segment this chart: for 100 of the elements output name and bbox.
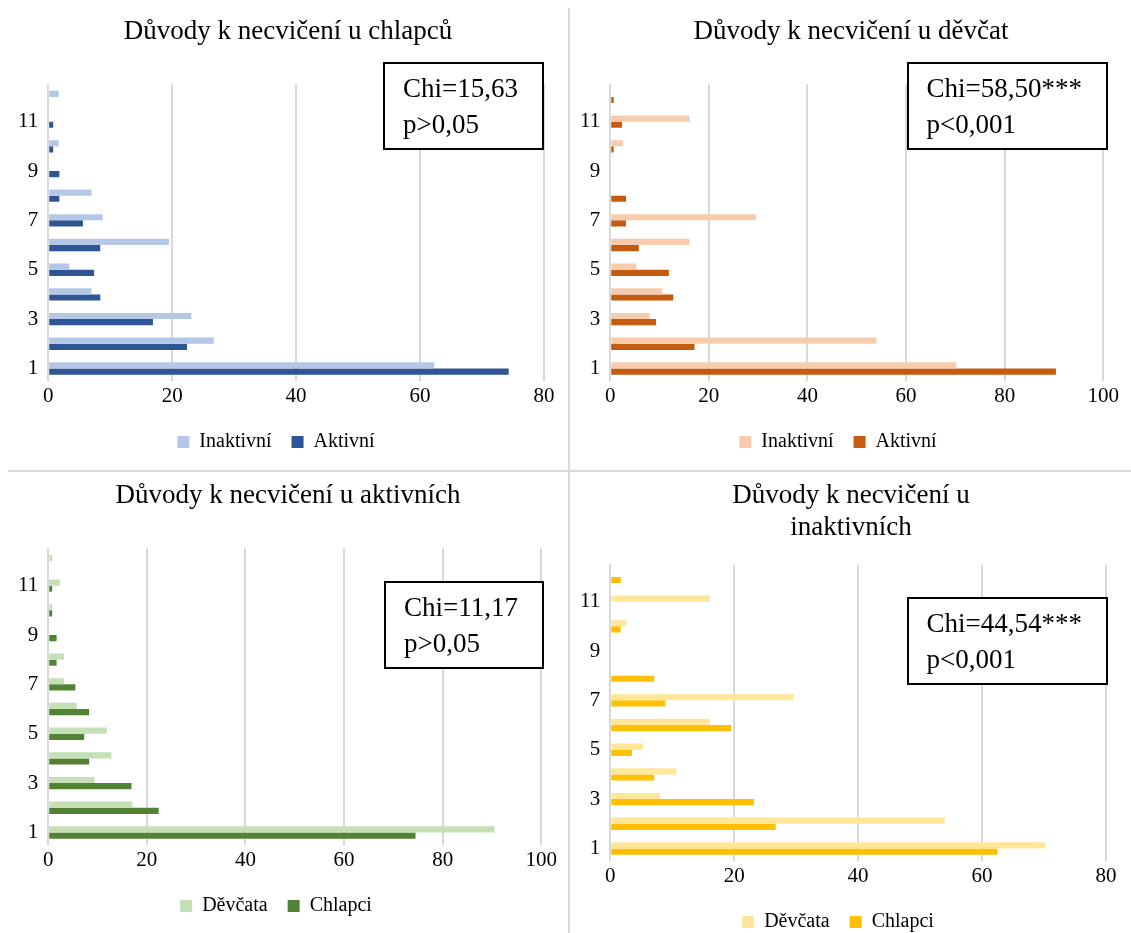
legend-label: Děvčata (202, 893, 268, 916)
bar (611, 774, 655, 781)
x-tick-label: 40 (796, 382, 818, 407)
y-tick-label: 5 (589, 736, 601, 761)
bar (611, 220, 626, 227)
bar (49, 189, 92, 196)
y-tick-label: 9 (589, 637, 601, 662)
bar (49, 604, 53, 611)
bar (611, 96, 614, 104)
annotation: Chi=15,63 (403, 72, 518, 105)
bar (611, 792, 660, 800)
y-tick-label: 11 (17, 572, 39, 597)
bar (49, 776, 95, 784)
y-tick-label: 3 (27, 305, 39, 330)
x-tick-label: 60 (895, 382, 917, 407)
x-tick-label: 20 (161, 382, 183, 407)
legend-label: Chlapci (871, 909, 935, 933)
legend-label: Aktivní (313, 429, 376, 452)
y-tick-label: 11 (579, 108, 601, 133)
x-tick-label: 60 (409, 382, 431, 407)
chart-title: Důvody k necvičení u inaktivních (731, 478, 971, 542)
bar (49, 214, 103, 221)
bar (611, 768, 677, 775)
bar (49, 269, 95, 276)
bar (49, 653, 64, 660)
bar (49, 758, 90, 765)
bar (49, 245, 101, 252)
bar (611, 362, 957, 369)
annotation: Chi=58,50*** (926, 72, 1082, 105)
bar (611, 288, 663, 295)
bar (611, 368, 1056, 375)
bar (49, 709, 90, 716)
bar (611, 749, 632, 756)
x-tick-label: 40 (847, 862, 869, 887)
x-tick-label: 100 (525, 846, 557, 871)
bar (611, 245, 639, 252)
y-tick-label: 11 (579, 588, 601, 613)
bar (611, 214, 757, 221)
annotation: p<0,001 (926, 643, 1017, 676)
bar (611, 195, 626, 202)
y-tick-label: 7 (27, 206, 39, 231)
x-tick-label: 80 (432, 846, 454, 871)
bar (49, 362, 435, 369)
y-tick-label: 1 (27, 354, 39, 379)
bar (49, 312, 192, 320)
annotation: Chi=44,54*** (926, 607, 1082, 640)
y-tick-label: 1 (589, 354, 601, 379)
bar (49, 826, 495, 833)
bar (49, 702, 77, 710)
bar (611, 725, 732, 732)
bar (49, 659, 57, 666)
bar (611, 743, 644, 750)
bar (611, 238, 690, 246)
bar (611, 140, 624, 147)
bar (49, 238, 170, 246)
bar (49, 684, 76, 691)
bar (49, 832, 416, 839)
bar (611, 343, 695, 350)
bar (611, 848, 998, 855)
bar (49, 610, 53, 617)
chart-title: Důvody k necvičení u chlapců (122, 14, 454, 47)
y-tick-label: 9 (27, 157, 39, 182)
x-tick-label: 80 (994, 382, 1016, 407)
bar (611, 294, 674, 301)
y-tick-label: 9 (27, 621, 39, 646)
bar (49, 121, 54, 128)
bar (49, 752, 112, 759)
bar (611, 626, 621, 633)
x-tick-label: 0 (604, 382, 616, 407)
bar (611, 700, 666, 707)
bar (49, 727, 107, 734)
x-tick-label: 40 (285, 382, 307, 407)
bar (49, 294, 101, 301)
legend-label: Chlapci (309, 893, 373, 917)
y-tick-label: 1 (589, 834, 601, 859)
bar (611, 576, 621, 584)
x-tick-label: 60 (971, 862, 993, 887)
annotation: p>0,05 (404, 627, 481, 660)
annotation: p<0,001 (926, 108, 1017, 141)
bar (611, 146, 614, 153)
bar (49, 220, 83, 227)
bar (49, 554, 53, 561)
y-tick-label: 5 (27, 256, 39, 281)
y-tick-label: 5 (27, 720, 39, 745)
bar (49, 368, 509, 375)
x-tick-label: 0 (42, 846, 54, 871)
annotation: Chi=11,17 (404, 591, 518, 624)
bar (611, 595, 710, 602)
bar (611, 312, 650, 320)
y-tick-label: 11 (17, 108, 39, 133)
x-tick-label: 80 (533, 382, 555, 407)
annotation: p>0,05 (403, 108, 480, 141)
bar (611, 694, 794, 701)
y-tick-label: 7 (589, 686, 601, 711)
bar (49, 319, 153, 326)
y-tick-label: 3 (589, 305, 601, 330)
bar (49, 585, 53, 592)
y-tick-label: 5 (589, 256, 601, 281)
bar (611, 263, 637, 270)
bar (611, 842, 1046, 849)
